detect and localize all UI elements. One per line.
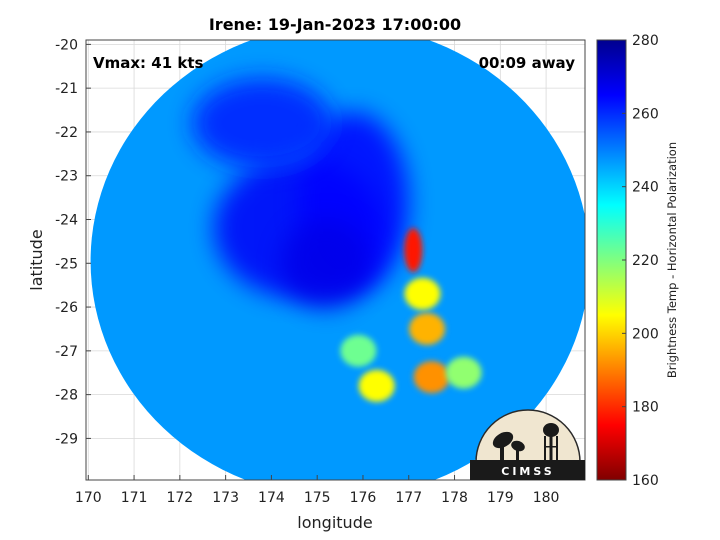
cimss-logo: CIMSS	[470, 409, 585, 480]
colorbar-ticks: 160 180 200 220 240 260 280	[622, 33, 659, 489]
x-tick-label: 175	[304, 490, 331, 506]
y-tick-label: -23	[55, 169, 78, 185]
colorbar-tick-label: 240	[632, 180, 659, 196]
x-tick-label: 177	[395, 490, 422, 506]
y-tick-label: -26	[55, 300, 78, 316]
rainband-feature	[445, 356, 482, 389]
y-axis-ticks: -20 -21 -22 -23 -24 -25 -26 -27 -28 -29	[55, 37, 91, 447]
x-tick-label: 179	[487, 490, 514, 506]
x-axis-ticks: 170 171 172 173 174 175 176 177 178 179 180	[75, 475, 560, 506]
colorbar-tick-label: 200	[632, 326, 659, 342]
x-tick-label: 171	[121, 490, 148, 506]
colorbar-tick-label: 160	[632, 473, 659, 489]
x-axis-title: longitude	[297, 513, 372, 532]
y-tick-label: -22	[55, 125, 78, 141]
y-tick-label: -27	[55, 344, 78, 360]
colorbar-tick-label: 260	[632, 106, 659, 122]
swath-image	[90, 40, 585, 480]
rainband-feature	[413, 361, 450, 394]
colorbar-tick-label: 220	[632, 253, 659, 269]
x-tick-label: 172	[166, 490, 193, 506]
rainband-feature	[358, 369, 395, 402]
x-tick-label: 178	[441, 490, 468, 506]
y-tick-label: -28	[55, 388, 78, 404]
satellite-dish-icon	[492, 431, 525, 460]
colorbar-title: Brightness Temp - Horizontal Polarizatio…	[665, 142, 679, 378]
rainband-feature	[409, 312, 446, 345]
cloud-feature	[281, 218, 372, 309]
rainband-feature	[404, 277, 441, 310]
x-tick-label: 173	[212, 490, 239, 506]
y-tick-label: -24	[55, 213, 78, 229]
logo-text: CIMSS	[501, 465, 554, 478]
colorbar: 160 180 200 220 240 260 280 Brightness Temp - …	[596, 33, 679, 489]
y-axis-title: latitude	[27, 229, 46, 290]
x-tick-label: 170	[75, 490, 102, 506]
rainband-feature	[340, 334, 377, 367]
rainband-feature	[404, 228, 423, 273]
y-tick-label: -29	[55, 431, 78, 447]
y-tick-label: -21	[55, 81, 78, 97]
time-away-label: 00:09 away	[479, 54, 576, 72]
cloud-feature	[192, 78, 333, 169]
water-tower-icon	[543, 423, 559, 460]
y-tick-label: -25	[55, 256, 78, 272]
y-tick-label: -20	[55, 37, 78, 53]
vmax-label: Vmax: 41 kts	[93, 54, 203, 72]
chart-title: Irene: 19-Jan-2023 17:00:00	[209, 15, 461, 34]
plot-border	[85, 39, 586, 481]
colorbar-tick-label: 180	[632, 400, 659, 416]
colorbar-tick-label: 280	[632, 33, 659, 49]
colorbar-gradient	[596, 39, 627, 481]
x-tick-label: 180	[533, 490, 560, 506]
x-tick-label: 174	[258, 490, 285, 506]
x-tick-label: 176	[350, 490, 377, 506]
